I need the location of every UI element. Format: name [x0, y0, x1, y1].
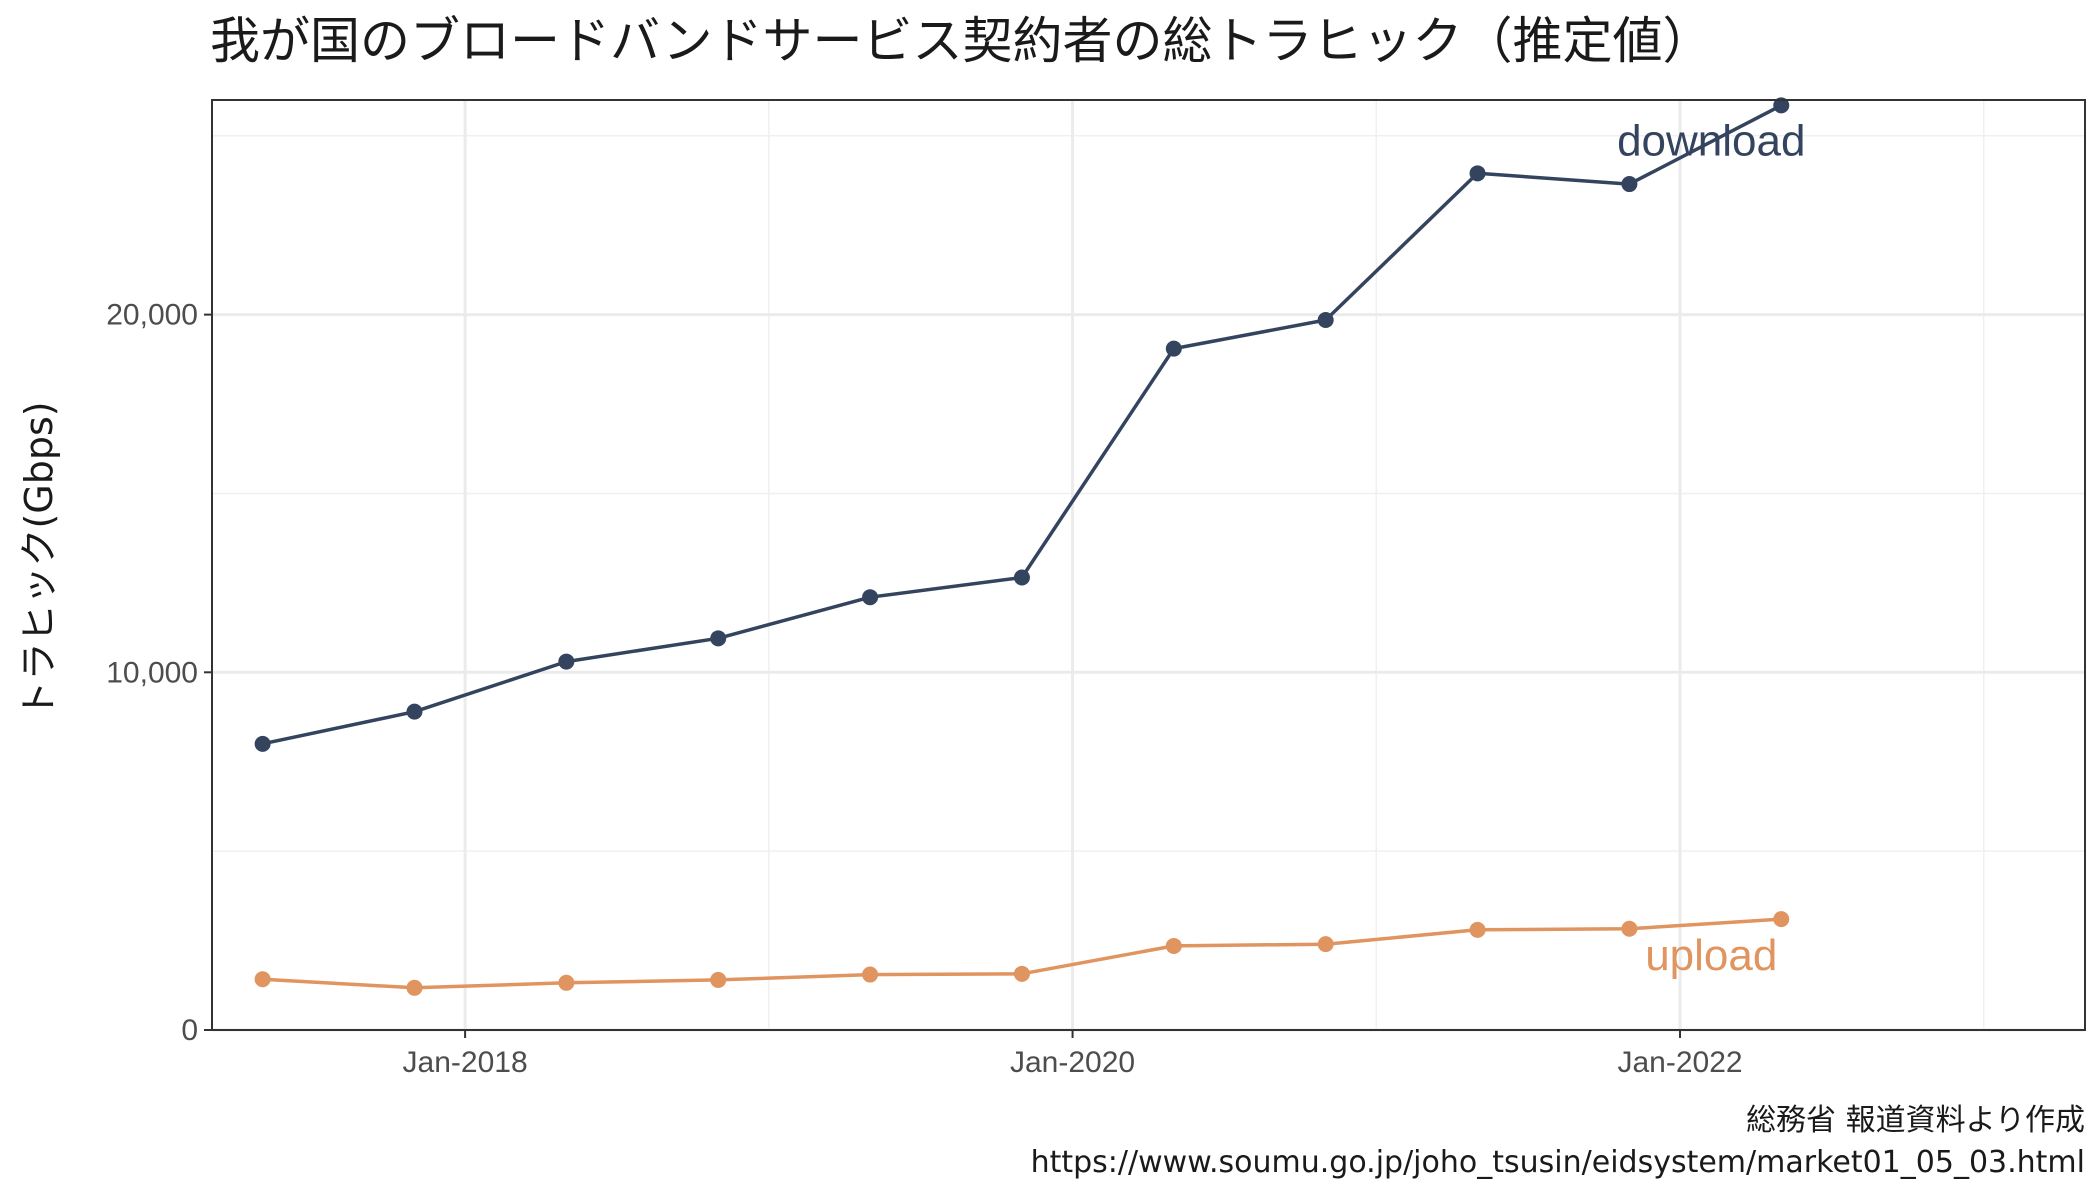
- axis-ticks: [204, 313, 1682, 1038]
- upload-point: [558, 974, 575, 991]
- grid-minor: [212, 100, 2085, 1030]
- chart-title: 我が国のブロードバンドサービス契約者の総トラヒック（推定値）: [210, 12, 1713, 70]
- series-upload: [254, 911, 1790, 996]
- x-tick-label: Jan-2018: [403, 1046, 528, 1079]
- download-point: [862, 589, 879, 606]
- series-download: [254, 97, 1790, 752]
- download-point: [406, 703, 423, 720]
- y-tick-label: 10,000: [106, 656, 198, 689]
- y-axis-label: トラヒック(Gbps): [17, 401, 61, 718]
- grid-major: [212, 100, 2085, 1032]
- y-tick-label: 20,000: [106, 299, 198, 332]
- upload-point: [1773, 911, 1790, 928]
- download-point: [1165, 340, 1182, 357]
- upload-point: [862, 966, 879, 983]
- upload-point: [406, 979, 423, 996]
- download-point: [1469, 165, 1486, 182]
- y-tick-label: 0: [181, 1014, 198, 1047]
- caption-source: 総務省 報道資料より作成: [1746, 1103, 2085, 1138]
- upload-point: [1317, 936, 1334, 953]
- download-point: [254, 735, 271, 752]
- download-point: [1621, 176, 1638, 193]
- upload-point: [1013, 965, 1030, 982]
- upload-point: [1469, 921, 1486, 938]
- upload-point: [710, 971, 727, 988]
- download-line: [262, 103, 1783, 746]
- x-tick-label: Jan-2022: [1617, 1046, 1742, 1079]
- download-point: [710, 630, 727, 647]
- download-point: [1013, 569, 1030, 586]
- series-layer: [254, 97, 1790, 996]
- upload-point: [254, 971, 271, 988]
- download-point: [1773, 97, 1790, 114]
- download-point: [1317, 311, 1334, 328]
- download-point: [558, 653, 575, 670]
- tick-labels: 0 10,000 20,000 Jan-2018 Jan-2020 Jan-2022: [106, 299, 1742, 1079]
- caption-url: https://www.soumu.go.jp/joho_tsusin/eids…: [1031, 1145, 2085, 1180]
- series-labels: download upload: [1617, 116, 1805, 980]
- x-tick-label: Jan-2020: [1010, 1046, 1135, 1079]
- upload-point: [1621, 920, 1638, 937]
- upload-point: [1165, 937, 1182, 954]
- series-label-upload: upload: [1645, 931, 1777, 980]
- plot-panel-border: [211, 99, 2086, 1031]
- series-label-download: download: [1617, 116, 1805, 165]
